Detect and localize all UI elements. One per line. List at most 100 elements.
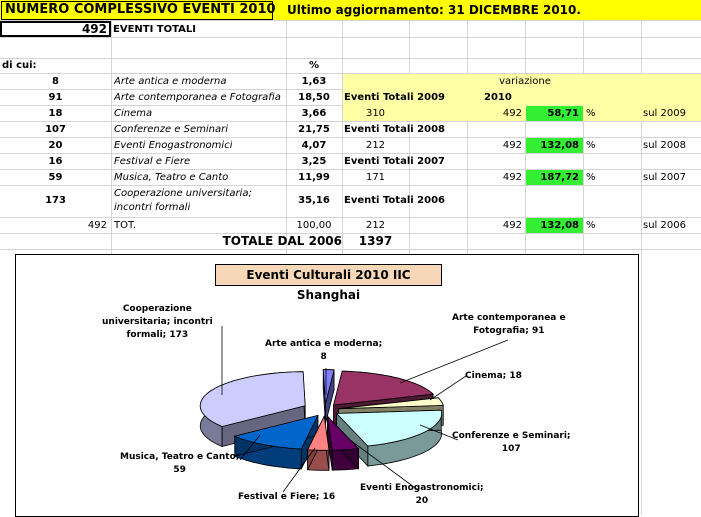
label-enogastronomici-l1: Eventi Enogastronomici; <box>360 483 484 493</box>
col-2010[interactable]: 2010 <box>484 92 512 103</box>
update-note[interactable]: Ultimo aggiornamento: 31 DICEMBRE 2010. <box>287 3 581 17</box>
pie-top-cooperazione[interactable] <box>199 371 306 427</box>
cur-2006[interactable]: 492 <box>502 220 522 231</box>
label-festival: Festival e Fiere; 16 <box>238 491 335 504</box>
pie-top-arte-contemporanea[interactable] <box>333 370 435 406</box>
count-cinema[interactable]: 18 <box>48 108 63 119</box>
pie-slice-festival[interactable] <box>306 414 330 471</box>
cur-2009[interactable]: 492 <box>502 108 522 119</box>
label-arte-contemporanea-l2: Fotografia; 91 <box>473 326 545 336</box>
var-2009[interactable]: 58,71 <box>547 108 579 119</box>
pct-arte-contemporanea[interactable]: 18,50 <box>298 92 330 103</box>
prev-2006[interactable]: 212 <box>365 220 386 231</box>
prev-2008[interactable]: 212 <box>365 140 386 151</box>
var-highlight-2006 <box>526 218 583 233</box>
total-events-label[interactable]: EVENTI TOTALI <box>113 24 196 35</box>
label-enogastronomici: Eventi Enogastronomici; 20 <box>360 482 484 508</box>
label-totali-2009[interactable]: Eventi Totali 2009 <box>344 92 446 103</box>
pct-festival[interactable]: 3,25 <box>301 156 327 167</box>
cur-2007[interactable]: 492 <box>502 172 522 183</box>
unit-2007[interactable]: % <box>586 172 596 183</box>
label-arte-antica-l2: 8 <box>320 352 327 362</box>
chart-title[interactable]: Eventi Culturali 2010 IIC Shanghai <box>215 264 442 302</box>
pct-arte-antica[interactable]: 1,63 <box>301 76 327 87</box>
name-festival[interactable]: Festival e Fiere <box>114 156 191 167</box>
selected-cell[interactable] <box>0 21 111 37</box>
pie-top-enogastronomici[interactable] <box>326 415 360 451</box>
name-enogastronomici[interactable]: Eventi Enogastronomici <box>114 140 233 151</box>
pie-top-cinema[interactable] <box>338 397 444 410</box>
dicui-label[interactable]: di cui: <box>2 60 37 71</box>
name-cinema[interactable]: Cinema <box>114 108 153 119</box>
label-cinema-l1: Cinema; 18 <box>465 371 522 381</box>
count-arte-contemporanea[interactable]: 91 <box>48 92 63 103</box>
pie-top-conferenze[interactable] <box>335 409 442 447</box>
leader-line-cinema <box>429 375 467 401</box>
label-cooperazione: Cooperazione universitaria; incontri for… <box>102 303 213 342</box>
pct-cooperazione[interactable]: 35,16 <box>298 195 330 206</box>
leader-line-conferenze <box>419 424 459 441</box>
count-festival[interactable]: 16 <box>48 156 63 167</box>
name-arte-antica[interactable]: Arte antica e moderna <box>114 76 227 87</box>
var-highlight-2007 <box>526 170 583 185</box>
ref-2006[interactable]: sul 2006 <box>643 220 686 231</box>
label-arte-contemporanea: Arte contemporanea e Fotografia; 91 <box>452 312 566 338</box>
sheet-title[interactable]: NUMERO COMPLESSIVO EVENTI 2010 <box>5 2 276 17</box>
total-events-value[interactable]: 492 <box>81 22 107 36</box>
name-conferenze[interactable]: Conferenze e Seminari <box>114 124 228 135</box>
totale-dal-label[interactable]: TOTALE DAL 2006 <box>222 234 342 248</box>
tot-pct[interactable]: 100,00 <box>296 220 332 231</box>
leader-line-enogastronomici <box>349 439 419 491</box>
label-cooperazione-l1: Cooperazione <box>122 304 192 314</box>
ref-2007[interactable]: sul 2007 <box>643 172 686 183</box>
count-arte-antica[interactable]: 8 <box>52 76 59 87</box>
label-cinema: Cinema; 18 <box>465 370 522 383</box>
totale-dal-value[interactable]: 1397 <box>358 234 393 248</box>
name-cooperazione-2[interactable]: incontri formali <box>114 202 191 213</box>
tot-count[interactable]: 492 <box>87 220 107 231</box>
count-cooperazione[interactable]: 173 <box>45 195 66 206</box>
label-totali-2007[interactable]: Eventi Totali 2007 <box>344 156 446 167</box>
count-musica[interactable]: 59 <box>48 172 63 183</box>
prev-2009[interactable]: 310 <box>365 108 386 119</box>
count-enogastronomici[interactable]: 20 <box>48 140 63 151</box>
variation-highlight <box>343 74 701 121</box>
label-conferenze-l1: Conferenze e Seminari; <box>452 431 571 441</box>
ref-2008[interactable]: sul 2008 <box>643 140 686 151</box>
label-festival-l1: Festival e Fiere; 16 <box>238 492 336 502</box>
unit-2009[interactable]: % <box>586 108 596 119</box>
pct-musica[interactable]: 11,99 <box>298 172 330 183</box>
title-box <box>1 1 273 20</box>
var-highlight-2008 <box>526 138 583 153</box>
unit-2006[interactable]: % <box>586 220 596 231</box>
prev-2007[interactable]: 171 <box>365 172 386 183</box>
label-totali-2006[interactable]: Eventi Totali 2006 <box>344 195 446 206</box>
ref-2009[interactable]: sul 2009 <box>643 108 686 119</box>
label-totali-2008[interactable]: Eventi Totali 2008 <box>344 124 446 135</box>
count-conferenze[interactable]: 107 <box>45 124 66 135</box>
name-cooperazione[interactable]: Cooperazione universitaria; <box>114 188 252 199</box>
percent-header[interactable]: % <box>308 60 320 71</box>
pie-slice-arte-antica[interactable] <box>322 369 335 424</box>
label-musica: Musica, Teatro e Canto; 59 <box>120 451 239 477</box>
var-2008[interactable]: 132,08 <box>540 140 579 151</box>
name-arte-contemporanea[interactable]: Arte contemporanea e Fotografia <box>114 92 281 103</box>
tot-label[interactable]: TOT. <box>114 220 137 231</box>
label-musica-l1: Musica, Teatro e Canto; <box>120 452 240 462</box>
label-enogastronomici-l2: 20 <box>415 496 429 506</box>
pct-enogastronomici[interactable]: 4,07 <box>301 140 327 151</box>
var-2006[interactable]: 132,08 <box>540 220 579 231</box>
variation-title[interactable]: variazione <box>499 76 551 87</box>
unit-2008[interactable]: % <box>586 140 596 151</box>
pie-slice-enogastronomici[interactable] <box>326 415 360 471</box>
pct-conferenze[interactable]: 21,75 <box>298 124 330 135</box>
leader-line-musica <box>239 434 261 461</box>
var-2007[interactable]: 187,72 <box>540 172 579 183</box>
pie-slice-conferenze[interactable] <box>335 409 442 467</box>
cur-2008[interactable]: 492 <box>502 140 522 151</box>
name-musica[interactable]: Musica, Teatro e Canto <box>114 172 229 183</box>
pct-cinema[interactable]: 3,66 <box>301 108 327 119</box>
label-musica-l2: 59 <box>173 465 186 475</box>
pie-top-festival[interactable] <box>306 414 330 451</box>
